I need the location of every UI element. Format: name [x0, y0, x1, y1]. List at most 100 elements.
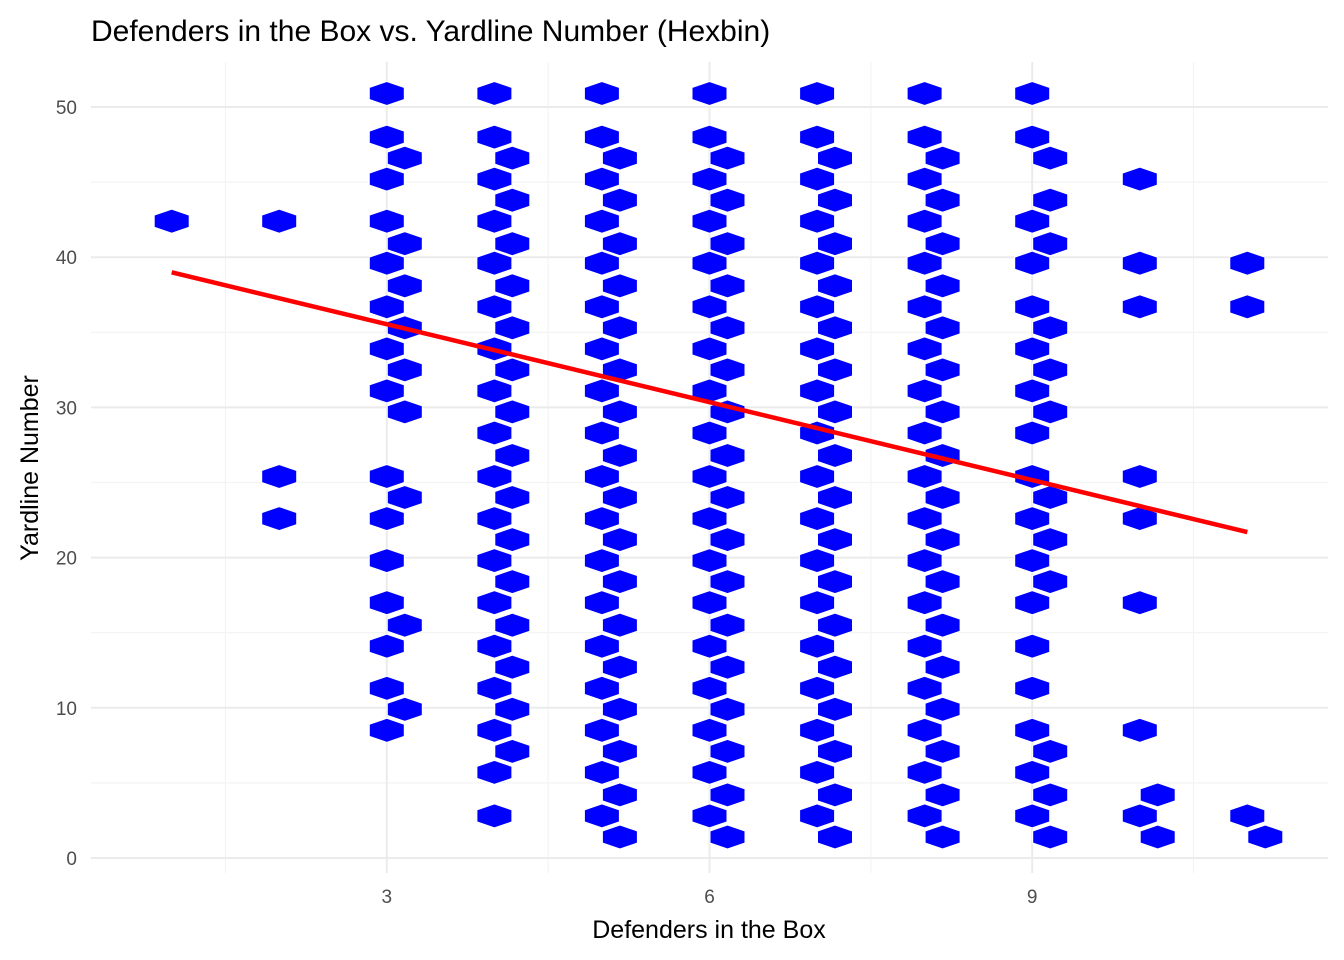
hexbin-cell	[924, 357, 961, 383]
hexbin-cell	[709, 696, 746, 722]
hexbin-cell	[709, 357, 746, 383]
hexbin-cell	[583, 463, 620, 490]
hexbin-cell	[817, 145, 853, 171]
hexbin-cell	[601, 527, 638, 553]
hexbin-cell	[583, 250, 620, 276]
hexbin-cell	[368, 548, 405, 574]
hexbin-cell	[494, 145, 531, 171]
hexbin-cell	[1032, 315, 1069, 341]
hexbin-cell	[494, 612, 531, 638]
hexbin-cell	[476, 166, 513, 192]
hexbin-cell	[601, 273, 638, 299]
hexbin-cell	[709, 569, 746, 595]
hexbin-cell	[906, 803, 943, 829]
hexbin-cell	[1229, 250, 1266, 276]
hexbin-cell	[386, 696, 423, 722]
hexbin-cell	[494, 399, 531, 425]
hexbin-cell	[386, 357, 423, 383]
hexbin-cell	[494, 738, 531, 764]
hexbin-cell	[1121, 803, 1158, 829]
hexbin-cell	[583, 80, 620, 107]
hexbin-cell	[1014, 717, 1051, 743]
hexbin-cell	[601, 569, 638, 595]
hexbin-cell	[368, 378, 405, 404]
hexbin-cell	[924, 696, 961, 722]
hexbin-cell	[1014, 506, 1051, 532]
hexbin-cell	[691, 336, 728, 362]
hexbin-cell	[476, 250, 513, 276]
hexbin-cell	[906, 124, 943, 150]
hexbin-cell	[1014, 759, 1051, 785]
hexbin-cell	[494, 569, 531, 595]
hexbin-cell	[1014, 208, 1051, 234]
hexbin-cell	[1014, 633, 1051, 659]
hexbin-cell	[153, 208, 190, 234]
hexbin-cell	[709, 442, 746, 469]
hexbin-cell	[1121, 463, 1158, 490]
hexbin-cell	[924, 399, 961, 425]
hexbin-cell	[924, 569, 961, 595]
hexbin-cell	[601, 696, 638, 722]
hexbin-cell	[476, 378, 513, 404]
hexbin-cell	[1032, 569, 1069, 595]
hexbin-cell	[1032, 399, 1069, 425]
hexbin-cell	[691, 166, 728, 192]
y-tick-label: 20	[56, 549, 77, 570]
hexbin-cell	[476, 803, 513, 829]
hexbin-cell	[583, 420, 620, 446]
hexbin-cell	[817, 484, 853, 511]
hexbin-cell	[709, 738, 746, 764]
hexbin-cell	[583, 336, 620, 362]
hexbin-cell	[709, 273, 746, 299]
hexbin-cell	[799, 506, 836, 532]
hexbin-cell	[799, 336, 836, 362]
hexbin-cell	[1121, 250, 1158, 276]
hexbin-cell	[906, 506, 943, 532]
hexbin-cell	[709, 231, 746, 257]
hexbin-cell	[494, 315, 531, 341]
hexbin-cell	[817, 782, 853, 808]
hexbin-cell	[494, 273, 531, 299]
trend-line	[171, 270, 1248, 535]
hexbin-cell	[817, 738, 853, 764]
hexbin-cell	[799, 717, 836, 743]
hexbin-cell	[709, 484, 746, 511]
hexbin-cell	[906, 378, 943, 404]
hexbin-cell	[368, 675, 405, 701]
hexbin-cell	[1032, 824, 1069, 850]
hexbin-cell	[906, 208, 943, 234]
hexbin-cell	[1014, 803, 1051, 829]
hexbin-cell	[906, 420, 943, 446]
y-tick-label: 40	[56, 248, 77, 269]
hexbin-cell	[1014, 294, 1051, 320]
hexbin-cell	[583, 759, 620, 785]
hexbin-cell	[1121, 717, 1158, 743]
hexbin-cell	[476, 208, 513, 234]
hexbin-cell	[799, 208, 836, 234]
hexbin-cell	[924, 231, 961, 257]
hexbin-cell	[583, 803, 620, 829]
hexbin-cell	[691, 633, 728, 659]
hexbin-cell	[906, 548, 943, 574]
hexbin-cell	[583, 124, 620, 150]
hexbin-cell	[368, 208, 405, 234]
hexbin-cell	[1121, 294, 1158, 320]
hexbin-cell	[386, 612, 423, 638]
hexbin-cell	[1014, 548, 1051, 574]
y-axis-title: Yardline Number	[16, 375, 44, 561]
hexbin-cell	[1121, 590, 1158, 616]
hexbin-cell	[1032, 357, 1069, 383]
hexbin-cell	[1014, 420, 1051, 446]
hexbin-cell	[476, 124, 513, 150]
hexbin-cell	[583, 633, 620, 659]
hexbin-cell	[601, 145, 638, 171]
hexbin-cell	[924, 738, 961, 764]
hexbin-cell	[368, 166, 405, 192]
hexbin-cell	[906, 294, 943, 320]
hexbin-cell	[494, 696, 531, 722]
hexbin-cell	[906, 590, 943, 616]
hexbin-cell	[601, 484, 638, 511]
hexbin-cell	[261, 463, 298, 490]
